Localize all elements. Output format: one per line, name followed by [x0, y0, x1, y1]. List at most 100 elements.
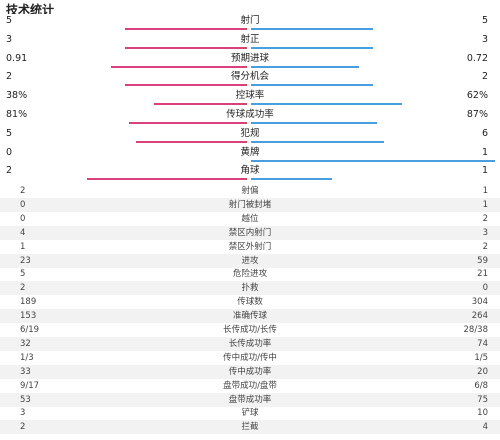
- away-bar: [251, 103, 402, 106]
- stat-name: 角球: [240, 165, 260, 177]
- away-value: 0.72: [466, 52, 488, 64]
- table-row: 1/3 传中成功/传中 1/5: [0, 351, 500, 365]
- away-bar: [251, 84, 373, 87]
- table-row: 32 长传成功率 74: [0, 336, 500, 351]
- table-row: 2 射偏 1: [0, 184, 500, 198]
- home-value: 0.91: [6, 52, 28, 64]
- away-value: 304: [471, 297, 488, 308]
- home-value: 33: [20, 366, 31, 377]
- stat-name: 射偏: [241, 186, 259, 196]
- away-value: 2: [482, 213, 488, 224]
- home-value: 5: [6, 127, 13, 139]
- away-value: 2: [482, 241, 488, 252]
- away-value: 1: [481, 165, 488, 177]
- stat-name: 拦截: [241, 422, 259, 433]
- stat-name: 射门被封堵: [228, 199, 272, 210]
- stat-bar-row: 81% 传球成功率 87%: [0, 108, 500, 127]
- away-value: 62%: [466, 90, 488, 102]
- home-value: 32: [20, 338, 31, 349]
- table-row: 1 禁区外射门 2: [0, 240, 500, 254]
- home-bar: [111, 65, 247, 68]
- home-value: 2: [6, 165, 13, 177]
- home-value: 1: [20, 241, 26, 252]
- home-bar: [154, 103, 247, 106]
- table-row: 4 禁区内射门 3: [0, 225, 500, 240]
- away-bar: [251, 65, 359, 68]
- home-bar: [87, 178, 247, 181]
- away-value: 87%: [466, 109, 488, 120]
- table-row: 53 盘带成功率 75: [0, 392, 500, 407]
- table-row: 6/19 长传成功/长传 28/38: [0, 323, 500, 337]
- away-value: 21: [477, 269, 488, 280]
- away-value: 20: [477, 366, 488, 377]
- home-value: 3: [20, 408, 26, 419]
- away-bar: [251, 178, 332, 181]
- home-value: 2: [20, 283, 26, 294]
- away-value: 1: [482, 186, 488, 196]
- away-bar: [251, 159, 495, 162]
- stat-name: 控球率: [235, 90, 265, 102]
- section-title: 技术统计: [6, 3, 55, 17]
- home-value: 153: [20, 311, 37, 322]
- home-value: 38%: [6, 90, 28, 102]
- stat-name: 传中成功/传中: [223, 352, 277, 363]
- stat-name: 越位: [241, 213, 259, 224]
- home-value: 81%: [6, 109, 28, 120]
- away-bar: [251, 122, 377, 124]
- home-value: 2: [20, 186, 26, 196]
- table-row: 33 传中成功率 20: [0, 364, 500, 379]
- home-value: 9/17: [20, 380, 40, 391]
- stat-name: 铲球: [241, 408, 259, 419]
- home-value: 0: [20, 199, 26, 210]
- stat-name: 传中成功率: [228, 366, 272, 377]
- stat-bar-row: 0.91 预期进球 0.72: [0, 51, 500, 71]
- away-value: 10: [477, 408, 488, 419]
- stat-name: 准确传球: [232, 311, 267, 322]
- stat-name: 射正: [240, 33, 260, 45]
- away-value: 1: [481, 146, 488, 158]
- home-bar: [125, 46, 247, 49]
- away-bar: [251, 46, 373, 49]
- stat-name: 传球数: [237, 297, 263, 308]
- away-value: 264: [471, 311, 488, 322]
- away-value: 4: [482, 422, 488, 433]
- stat-name: 预期进球: [230, 52, 269, 64]
- away-value: 3: [481, 33, 488, 45]
- table-row: 3 铲球 10: [0, 406, 500, 420]
- stat-name: 犯规: [240, 127, 260, 139]
- away-value: 0: [482, 283, 488, 294]
- stat-bar-row: 2 得分机会 2: [0, 70, 500, 90]
- away-value: 6: [481, 127, 488, 139]
- stat-bar-row: 2 角球 1: [0, 164, 500, 184]
- home-value: 5: [20, 269, 26, 280]
- away-value: 5: [481, 15, 488, 26]
- home-bar: [125, 84, 247, 87]
- stat-bar-row: 5 射门 5: [0, 14, 500, 33]
- home-value: 2: [6, 71, 13, 83]
- home-value: 2: [20, 422, 26, 433]
- table-row: 9/17 盘带成功/盘带 6/8: [0, 379, 500, 393]
- home-value: 53: [20, 394, 31, 405]
- stat-name: 禁区内射门: [228, 227, 272, 238]
- away-bar: [251, 140, 384, 143]
- table-row: 189 传球数 304: [0, 295, 500, 309]
- table-row: 0 射门被封堵 1: [0, 197, 500, 212]
- stat-name: 危险进攻: [232, 269, 267, 280]
- away-value: 74: [477, 338, 488, 349]
- table-row: 2 扑救 0: [0, 281, 500, 296]
- home-value: 6/19: [20, 325, 40, 335]
- home-value: 0: [20, 213, 26, 224]
- away-value: 1: [482, 199, 488, 210]
- stat-name: 扑救: [241, 283, 259, 294]
- home-bar: [125, 28, 247, 30]
- table-row: 5 危险进攻 21: [0, 267, 500, 281]
- stat-bar-row: 38% 控球率 62%: [0, 89, 500, 109]
- away-value: 3: [482, 227, 488, 238]
- table-row: 23 进攻 59: [0, 253, 500, 268]
- away-value: 1/5: [474, 352, 488, 363]
- home-bar: [136, 140, 247, 143]
- table-row: 2 拦截 4: [0, 420, 500, 435]
- home-value: 5: [6, 15, 13, 26]
- table-row: 153 准确传球 264: [0, 309, 500, 324]
- away-value: 2: [481, 71, 488, 83]
